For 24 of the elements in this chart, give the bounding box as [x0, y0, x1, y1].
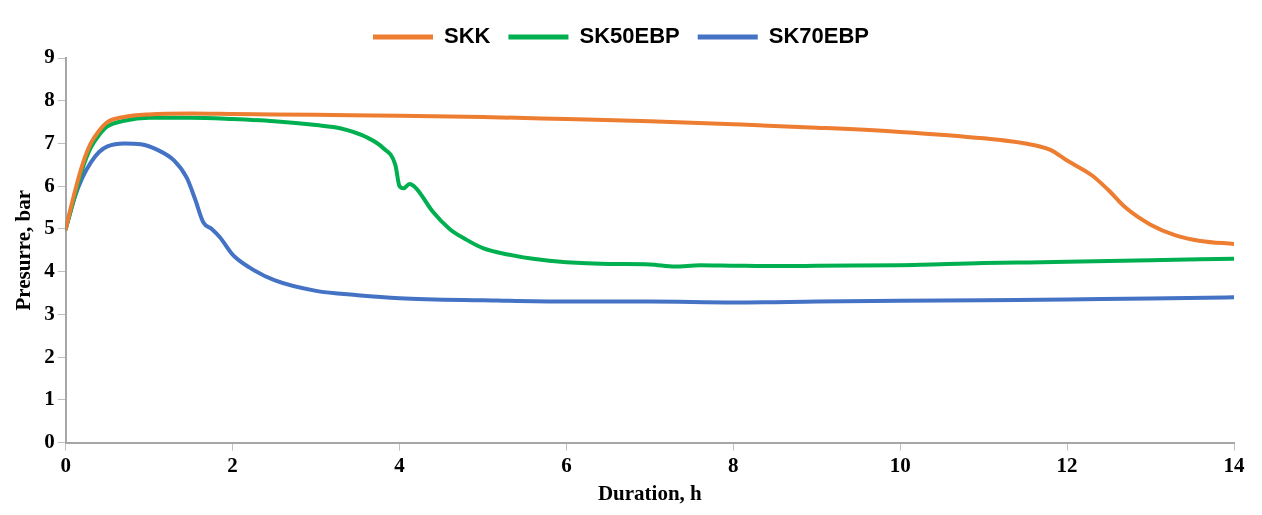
- y-tick-label: 5: [44, 215, 55, 240]
- y-tick-label: 8: [44, 87, 55, 112]
- x-tick-label: 12: [1056, 452, 1078, 477]
- x-tick-label: 8: [728, 452, 739, 477]
- x-tick-label: 4: [394, 452, 406, 477]
- line-series: [65, 111, 1234, 246]
- y-axis-title: Presurre, bar: [11, 190, 36, 311]
- legend-label: SK50EBP: [579, 23, 680, 49]
- y-tick-label: 2: [44, 343, 55, 368]
- x-tick-label: 6: [561, 452, 572, 477]
- legend-label: SKK: [444, 23, 491, 49]
- y-tick-label: 0: [44, 429, 55, 454]
- x-tick-label: 2: [227, 452, 238, 477]
- x-axis-title: Duration, h: [597, 480, 703, 505]
- x-tick-label: 10: [889, 452, 911, 477]
- y-tick-label: 9: [44, 44, 55, 69]
- y-tick-label: 1: [44, 386, 55, 411]
- x-tick-label: 0: [60, 452, 71, 477]
- y-tick-label: 6: [44, 172, 55, 197]
- y-tick-label: 7: [44, 129, 55, 154]
- x-tick-label: 14: [1223, 452, 1245, 477]
- y-tick-label: 4: [44, 258, 56, 283]
- legend-label: SK70EBP: [768, 23, 870, 49]
- y-tick-label: 3: [44, 300, 55, 325]
